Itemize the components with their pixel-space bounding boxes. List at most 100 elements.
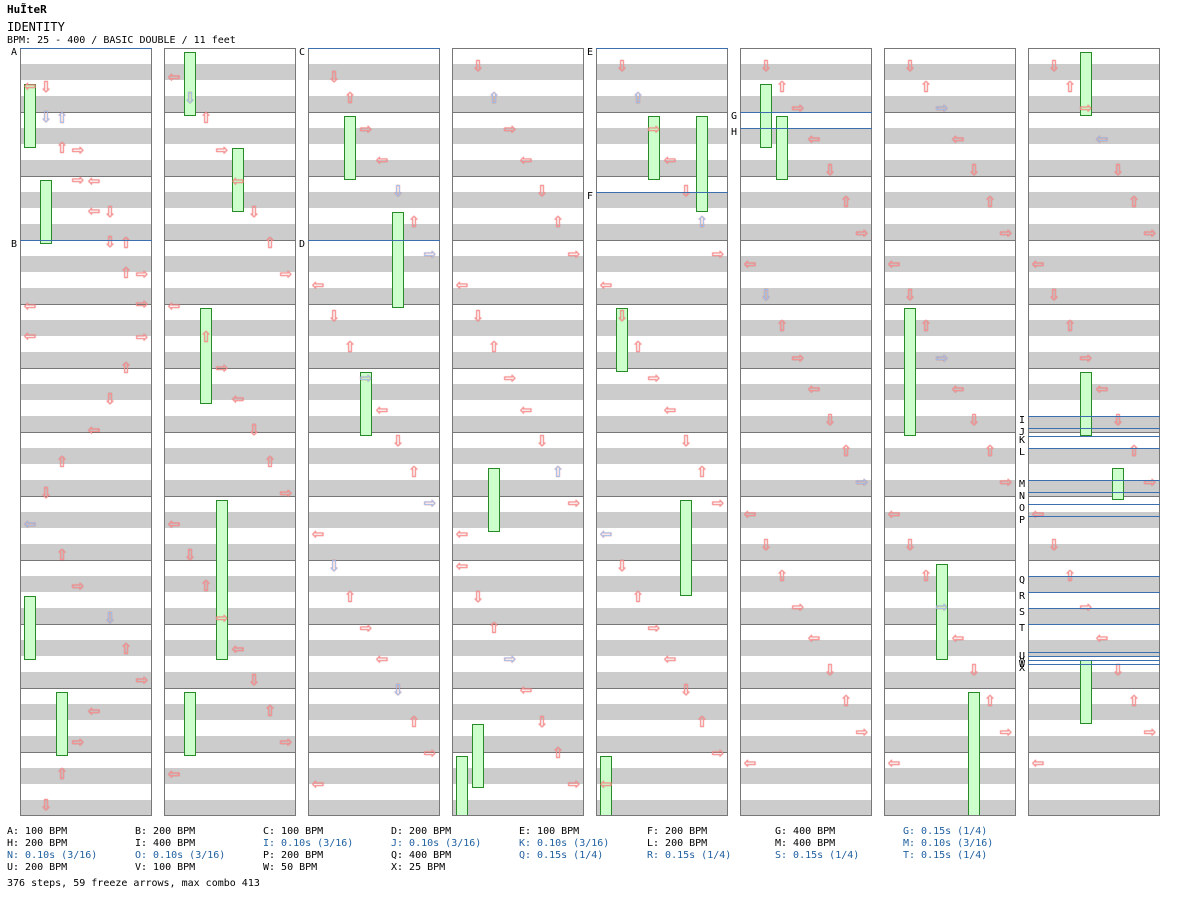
measure-line [596,752,728,753]
freeze-arrow-icon [968,692,980,816]
down-arrow-icon: ⇩ [1111,411,1125,429]
down-arrow-icon: ⇩ [183,88,197,107]
left-arrow-icon: ⇦ [167,296,181,315]
up-arrow-icon: ⇧ [775,78,789,97]
left-arrow-icon: ⇦ [663,650,677,669]
left-arrow-icon: ⇦ [23,77,37,95]
down-arrow-icon: ⇩ [391,681,405,700]
bpm-change-line [308,48,440,49]
measure-line [308,688,440,689]
bpm-change-line [1028,492,1160,493]
measure-line [884,432,1016,433]
right-arrow-icon: ⇨ [1079,99,1093,117]
left-arrow-icon: ⇦ [23,296,37,315]
measure-line [884,752,1016,753]
bpm-change-line [1028,660,1160,661]
measure-line [164,432,296,433]
legend-entry: V: 100 BPM [135,862,196,873]
freeze-arrow-icon [1080,372,1092,436]
bpm-marker-label: A [11,47,18,58]
right-arrow-icon: ⇨ [999,223,1013,242]
left-arrow-icon: ⇦ [743,504,757,523]
up-arrow-icon: ⇧ [919,78,933,97]
bpm-change-line [1028,504,1160,505]
left-arrow-icon: ⇦ [743,255,757,273]
up-arrow-icon: ⇧ [919,317,933,336]
freeze-arrow-icon [600,756,612,816]
up-arrow-icon: ⇧ [343,338,357,357]
right-arrow-icon: ⇨ [135,327,149,346]
down-arrow-icon: ⇩ [247,421,261,440]
left-arrow-icon: ⇦ [887,504,901,523]
measure-line [308,176,440,177]
measure-line [884,304,1016,305]
bpm-marker-label: I [1019,415,1026,426]
down-arrow-icon: ⇩ [103,233,117,251]
left-arrow-icon: ⇦ [951,629,965,648]
chart-stats: 376 steps, 59 freeze arrows, max combo 4… [7,878,260,889]
right-arrow-icon: ⇨ [215,608,229,627]
freeze-arrow-icon [184,52,196,116]
measure-line [308,112,440,113]
measure-line [740,432,872,433]
legend-entry: G: 400 BPM [775,826,836,837]
right-arrow-icon: ⇨ [711,743,725,762]
measure-line [164,176,296,177]
measure-line [884,368,1016,369]
measure-line [1028,240,1160,241]
right-arrow-icon: ⇨ [135,671,149,689]
right-arrow-icon: ⇨ [135,295,149,314]
legend-entry: M: 400 BPM [775,838,836,849]
measure-line [20,112,152,113]
right-arrow-icon: ⇨ [1079,348,1093,367]
up-arrow-icon: ⇧ [263,452,277,471]
down-arrow-icon: ⇩ [39,795,53,814]
down-arrow-icon: ⇩ [679,431,693,450]
bpm-marker-label: M [1019,479,1026,490]
down-arrow-icon: ⇩ [327,307,341,325]
measure-line [164,368,296,369]
right-arrow-icon: ⇨ [215,140,229,159]
freeze-arrow-icon [680,500,692,596]
bpm-marker-label: P [1019,515,1026,526]
measure-line [20,432,152,433]
measure-line [596,112,728,113]
down-arrow-icon: ⇩ [903,57,917,76]
measure-line [164,752,296,753]
left-arrow-icon: ⇦ [519,151,533,169]
right-arrow-icon: ⇨ [503,119,517,138]
right-arrow-icon: ⇨ [279,265,293,284]
left-arrow-icon: ⇦ [951,130,965,149]
chart-column: ⇩ ⇧ ⇨ ⇦ ⇩ ⇧ ⇨ ⇦ ⇨ ⇧ ⇩ ⇦ ⇧ ⇩ ⇦ ⇧ ⇨ ⇩ ⇧ ⇨ ⇦ ⇨ ⇧ ⇩ ⇦ ⇩ ⇧ ⇨ ⇦ ⇩ ⇧ ⇨ ⇦ [20,48,152,816]
up-arrow-icon: ⇧ [119,359,133,377]
right-arrow-icon: ⇨ [1143,223,1157,242]
measure-line [20,304,152,305]
right-arrow-icon: ⇨ [791,348,805,367]
bpm-change-line [596,48,728,49]
down-arrow-icon: ⇩ [247,203,261,221]
measure-line [740,496,872,497]
legend-entry: I: 400 BPM [135,838,196,849]
left-arrow-icon: ⇦ [311,525,325,544]
down-arrow-icon: ⇩ [759,535,773,554]
measure-line [1028,176,1160,177]
down-arrow-icon: ⇩ [39,78,53,97]
up-arrow-icon: ⇧ [775,567,789,585]
down-arrow-icon: ⇩ [615,57,629,76]
measure-line [1028,112,1160,113]
right-arrow-icon: ⇨ [567,244,581,263]
measure-line [1028,496,1160,497]
freeze-arrow-icon [40,180,52,244]
down-arrow-icon: ⇩ [391,182,405,201]
measure-line [884,560,1016,561]
measure-line [1028,688,1160,689]
measure-line [452,368,584,369]
freeze-arrow-icon [56,692,68,756]
bpm-marker-label: L [1019,447,1026,458]
legend-entry: O: 0.10s (3/16) [135,850,226,861]
measure-line [1028,368,1160,369]
measure-line [452,624,584,625]
right-arrow-icon: ⇨ [647,119,661,138]
bpm-change-line [1028,480,1160,481]
measure-line [884,176,1016,177]
